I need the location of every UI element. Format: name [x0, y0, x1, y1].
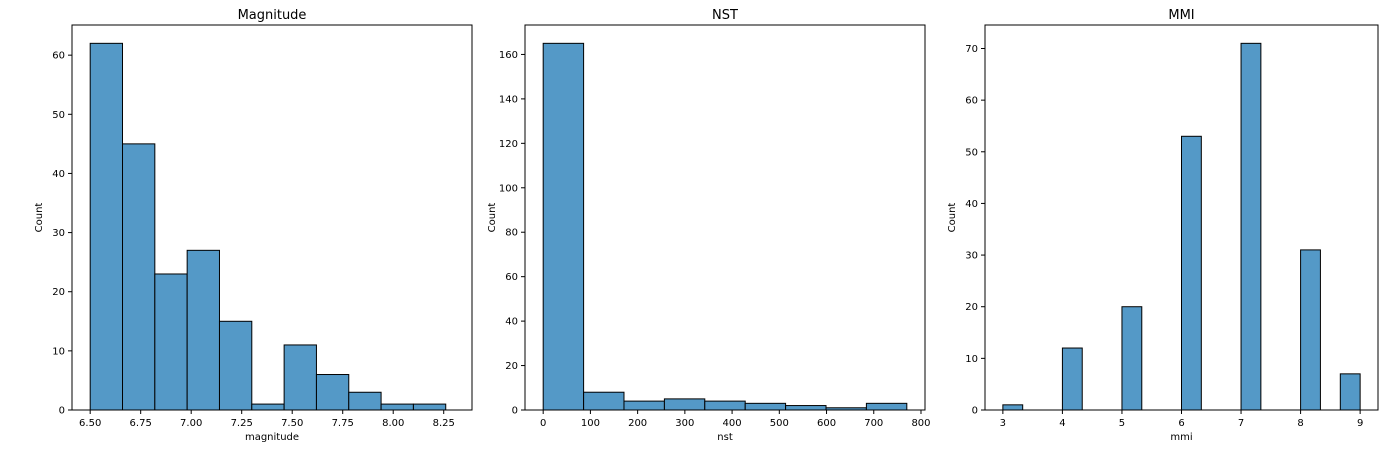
histogram-bar [623, 400, 665, 411]
histogram-bar [744, 402, 787, 411]
y-ticks: 0 10 20 30 40 50 60 70 [965, 44, 985, 417]
y-tick-label: 60 [52, 51, 65, 62]
x-axis-label: mmi [1170, 432, 1192, 443]
y-axis-label: Count [487, 203, 498, 233]
histogram-bar [704, 400, 746, 411]
histogram-bar [89, 42, 124, 411]
x-tick-label: 300 [675, 418, 694, 429]
histogram-bar [1300, 249, 1321, 411]
mmi-histogram-panel: MMI mmi Count 3 4 5 6 7 8 9 0 10 20 30 40 50 60 70 [947, 8, 1379, 443]
y-ticks: 0 20 40 60 80 100 120 140 160 [499, 50, 525, 417]
histogram-bar [218, 320, 253, 411]
magnitude-histogram-panel: Magnitude magnitude Count 6.50 6.75 7.00 7.… [34, 8, 473, 443]
x-tick-label: 7 [1238, 418, 1244, 429]
y-ticks: 0 10 20 30 40 50 60 [52, 51, 72, 417]
y-tick-label: 30 [965, 251, 978, 262]
histogram-bar [283, 344, 317, 411]
histogram-bars [1002, 42, 1361, 411]
histogram-bar [542, 42, 585, 411]
x-tick-label: 7.25 [231, 418, 253, 429]
y-tick-label: 40 [505, 317, 518, 328]
x-tick-label: 700 [864, 418, 883, 429]
nst-histogram-panel: NST nst Count 0 100 200 300 400 500 600 700 800 … [487, 8, 931, 443]
x-tick-label: 600 [817, 418, 836, 429]
axes-frame [984, 24, 1379, 411]
y-tick-label: 100 [499, 183, 518, 194]
y-tick-label: 160 [499, 50, 518, 61]
y-tick-label: 40 [52, 169, 65, 180]
x-tick-label: 0 [540, 418, 546, 429]
x-tick-label: 7.75 [332, 418, 354, 429]
y-tick-label: 0 [972, 406, 978, 417]
x-tick-label: 200 [628, 418, 647, 429]
x-tick-label: 8.25 [433, 418, 455, 429]
x-tick-label: 400 [723, 418, 742, 429]
chart-title: MMI [1168, 8, 1194, 23]
y-tick-label: 0 [512, 406, 518, 417]
histogram-bar [865, 402, 908, 411]
x-axis-label: nst [717, 432, 733, 443]
histogram-bar [1181, 135, 1202, 411]
x-tick-label: 6 [1178, 418, 1184, 429]
y-tick-label: 20 [505, 361, 518, 372]
y-tick-label: 50 [52, 110, 65, 121]
histogram-bar [1339, 373, 1361, 411]
y-tick-label: 70 [965, 44, 978, 55]
histogram-bar [1240, 42, 1262, 411]
histogram-bars [89, 42, 447, 411]
y-tick-label: 10 [52, 346, 65, 357]
x-tick-label: 7.50 [281, 418, 303, 429]
x-tick-label: 5 [1119, 418, 1125, 429]
axes-frame [524, 24, 926, 411]
histogram-bar [1121, 306, 1143, 411]
x-tick-label: 500 [770, 418, 789, 429]
histogram-bar [380, 403, 414, 411]
axes-frame [71, 24, 473, 411]
x-tick-label: 8.00 [382, 418, 404, 429]
histogram-bar [348, 391, 382, 411]
x-axis-label: magnitude [245, 432, 299, 443]
chart-title: Magnitude [238, 8, 307, 23]
x-tick-label: 100 [581, 418, 600, 429]
histogram-bar [154, 273, 188, 411]
y-tick-label: 120 [499, 139, 518, 150]
x-tick-label: 9 [1357, 418, 1363, 429]
y-tick-label: 50 [965, 147, 978, 158]
x-tick-label: 800 [911, 418, 930, 429]
y-tick-label: 60 [965, 96, 978, 107]
histogram-bar [186, 249, 220, 411]
x-tick-label: 6.50 [79, 418, 101, 429]
x-ticks: 0 100 200 300 400 500 600 700 800 [540, 410, 931, 429]
y-tick-label: 20 [52, 287, 65, 298]
x-tick-label: 3 [1000, 418, 1006, 429]
y-tick-label: 0 [59, 406, 65, 417]
x-tick-label: 8 [1297, 418, 1303, 429]
histogram-bar [1061, 347, 1083, 411]
y-axis-label: Count [947, 203, 958, 233]
x-tick-label: 6.75 [130, 418, 152, 429]
x-tick-label: 7.00 [180, 418, 202, 429]
y-tick-label: 60 [505, 272, 518, 283]
y-axis-label: Count [34, 203, 45, 233]
y-tick-label: 20 [965, 302, 978, 313]
histogram-bar [1002, 404, 1024, 411]
x-ticks: 6.50 6.75 7.00 7.25 7.50 7.75 8.00 8.25 [79, 410, 455, 429]
histogram-bar [785, 405, 827, 411]
y-tick-label: 40 [965, 199, 978, 210]
histogram-bar [315, 374, 350, 411]
histogram-bar [251, 403, 285, 411]
histogram-bar [122, 143, 156, 411]
histogram-bars [542, 42, 908, 411]
x-ticks: 3 4 5 6 7 8 9 [1000, 410, 1363, 429]
histogram-bar [663, 398, 706, 411]
histogram-bar [583, 391, 625, 411]
x-tick-label: 4 [1059, 418, 1065, 429]
chart-title: NST [712, 8, 738, 23]
y-tick-label: 140 [499, 94, 518, 105]
y-tick-label: 30 [52, 228, 65, 239]
y-tick-label: 10 [965, 354, 978, 365]
y-tick-label: 80 [505, 228, 518, 239]
histogram-bar [412, 403, 447, 411]
